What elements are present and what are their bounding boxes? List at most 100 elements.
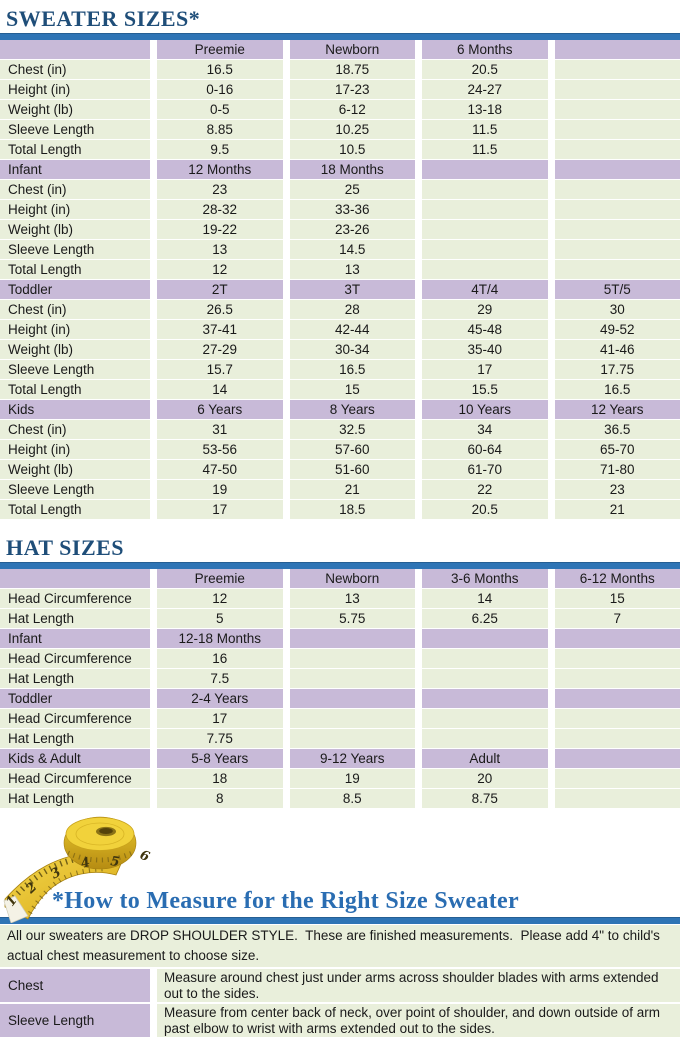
value-cell xyxy=(290,709,416,729)
value-cell: 15.7 xyxy=(157,360,283,380)
value-cell: 8 xyxy=(157,789,283,809)
value-cell: 34 xyxy=(422,420,548,440)
row-label-cell: Hat Length xyxy=(0,609,150,629)
value-cell xyxy=(555,649,680,669)
value-cell: 17.75 xyxy=(555,360,680,380)
row-label-cell xyxy=(0,40,150,60)
row-label-cell xyxy=(0,569,150,589)
row-label-cell: Sleeve Length xyxy=(0,360,150,380)
row-label-cell: Hat Length xyxy=(0,669,150,689)
row-label-cell: Weight (lb) xyxy=(0,460,150,480)
row-label-cell: Toddler xyxy=(0,280,150,300)
value-cell: 21 xyxy=(555,500,680,520)
value-cell: 4T/4 xyxy=(422,280,548,300)
value-cell: 13 xyxy=(157,240,283,260)
value-cell: 26.5 xyxy=(157,300,283,320)
value-cell: 51-60 xyxy=(290,460,416,480)
row-label-cell: Height (in) xyxy=(0,200,150,220)
value-cell: Preemie xyxy=(157,40,283,60)
value-cell xyxy=(555,240,680,260)
value-cell xyxy=(555,709,680,729)
value-cell: 6 Months xyxy=(422,40,548,60)
value-cell: 19 xyxy=(290,769,416,789)
value-cell: 17 xyxy=(157,500,283,520)
value-cell: 18 xyxy=(157,769,283,789)
value-cell: 23 xyxy=(555,480,680,500)
value-cell: 24-27 xyxy=(422,80,548,100)
value-cell xyxy=(422,200,548,220)
value-cell: 2-4 Years xyxy=(157,689,283,709)
value-cell: Newborn xyxy=(290,569,416,589)
value-cell xyxy=(555,140,680,160)
value-cell: 14 xyxy=(422,589,548,609)
value-cell: 19-22 xyxy=(157,220,283,240)
value-cell: 14.5 xyxy=(290,240,416,260)
value-cell xyxy=(422,669,548,689)
row-label-cell: Chest (in) xyxy=(0,420,150,440)
value-cell: 16.5 xyxy=(555,380,680,400)
sleeve-instructions: Measure from center back of neck, over p… xyxy=(157,1004,680,1037)
value-cell: 60-64 xyxy=(422,440,548,460)
row-label-cell: Chest (in) xyxy=(0,180,150,200)
value-cell: 30 xyxy=(555,300,680,320)
value-cell: 12 xyxy=(157,589,283,609)
value-cell: 7 xyxy=(555,609,680,629)
value-cell: 21 xyxy=(290,480,416,500)
value-cell: 53-56 xyxy=(157,440,283,460)
value-cell: 33-36 xyxy=(290,200,416,220)
value-cell: 6.25 xyxy=(422,609,548,629)
row-label-cell: Weight (lb) xyxy=(0,220,150,240)
value-cell xyxy=(555,180,680,200)
value-cell: 3T xyxy=(290,280,416,300)
value-cell xyxy=(422,260,548,280)
value-cell: 16.5 xyxy=(290,360,416,380)
value-cell: 6-12 Months xyxy=(555,569,680,589)
row-label-cell: Weight (lb) xyxy=(0,340,150,360)
value-cell: 5T/5 xyxy=(555,280,680,300)
row-label-cell: Head Circumference xyxy=(0,709,150,729)
value-cell: 6-12 xyxy=(290,100,416,120)
value-cell: 5-8 Years xyxy=(157,749,283,769)
value-cell: 13 xyxy=(290,589,416,609)
value-cell xyxy=(555,220,680,240)
row-label-cell: Total Length xyxy=(0,140,150,160)
value-cell: 22 xyxy=(422,480,548,500)
sleeve-definition-row: Sleeve Length Measure from center back o… xyxy=(0,1004,680,1037)
value-cell: 15.5 xyxy=(422,380,548,400)
value-cell: 35-40 xyxy=(422,340,548,360)
value-cell: 49-52 xyxy=(555,320,680,340)
row-label-cell: Head Circumference xyxy=(0,649,150,669)
value-cell: 12 xyxy=(157,260,283,280)
value-cell: 2T xyxy=(157,280,283,300)
value-cell: 9-12 Years xyxy=(290,749,416,769)
value-cell: 12-18 Months xyxy=(157,629,283,649)
value-cell xyxy=(555,749,680,769)
value-cell xyxy=(290,689,416,709)
value-cell: 11.5 xyxy=(422,140,548,160)
value-cell xyxy=(555,80,680,100)
value-cell: 13 xyxy=(290,260,416,280)
row-label-cell: Height (in) xyxy=(0,320,150,340)
value-cell: 13-18 xyxy=(422,100,548,120)
measurement-note: All our sweaters are DROP SHOULDER STYLE… xyxy=(0,925,680,967)
row-label-cell: Hat Length xyxy=(0,789,150,809)
value-cell: 17 xyxy=(157,709,283,729)
value-cell: 15 xyxy=(555,589,680,609)
value-cell: 20.5 xyxy=(422,60,548,80)
value-cell: 8 Years xyxy=(290,400,416,420)
